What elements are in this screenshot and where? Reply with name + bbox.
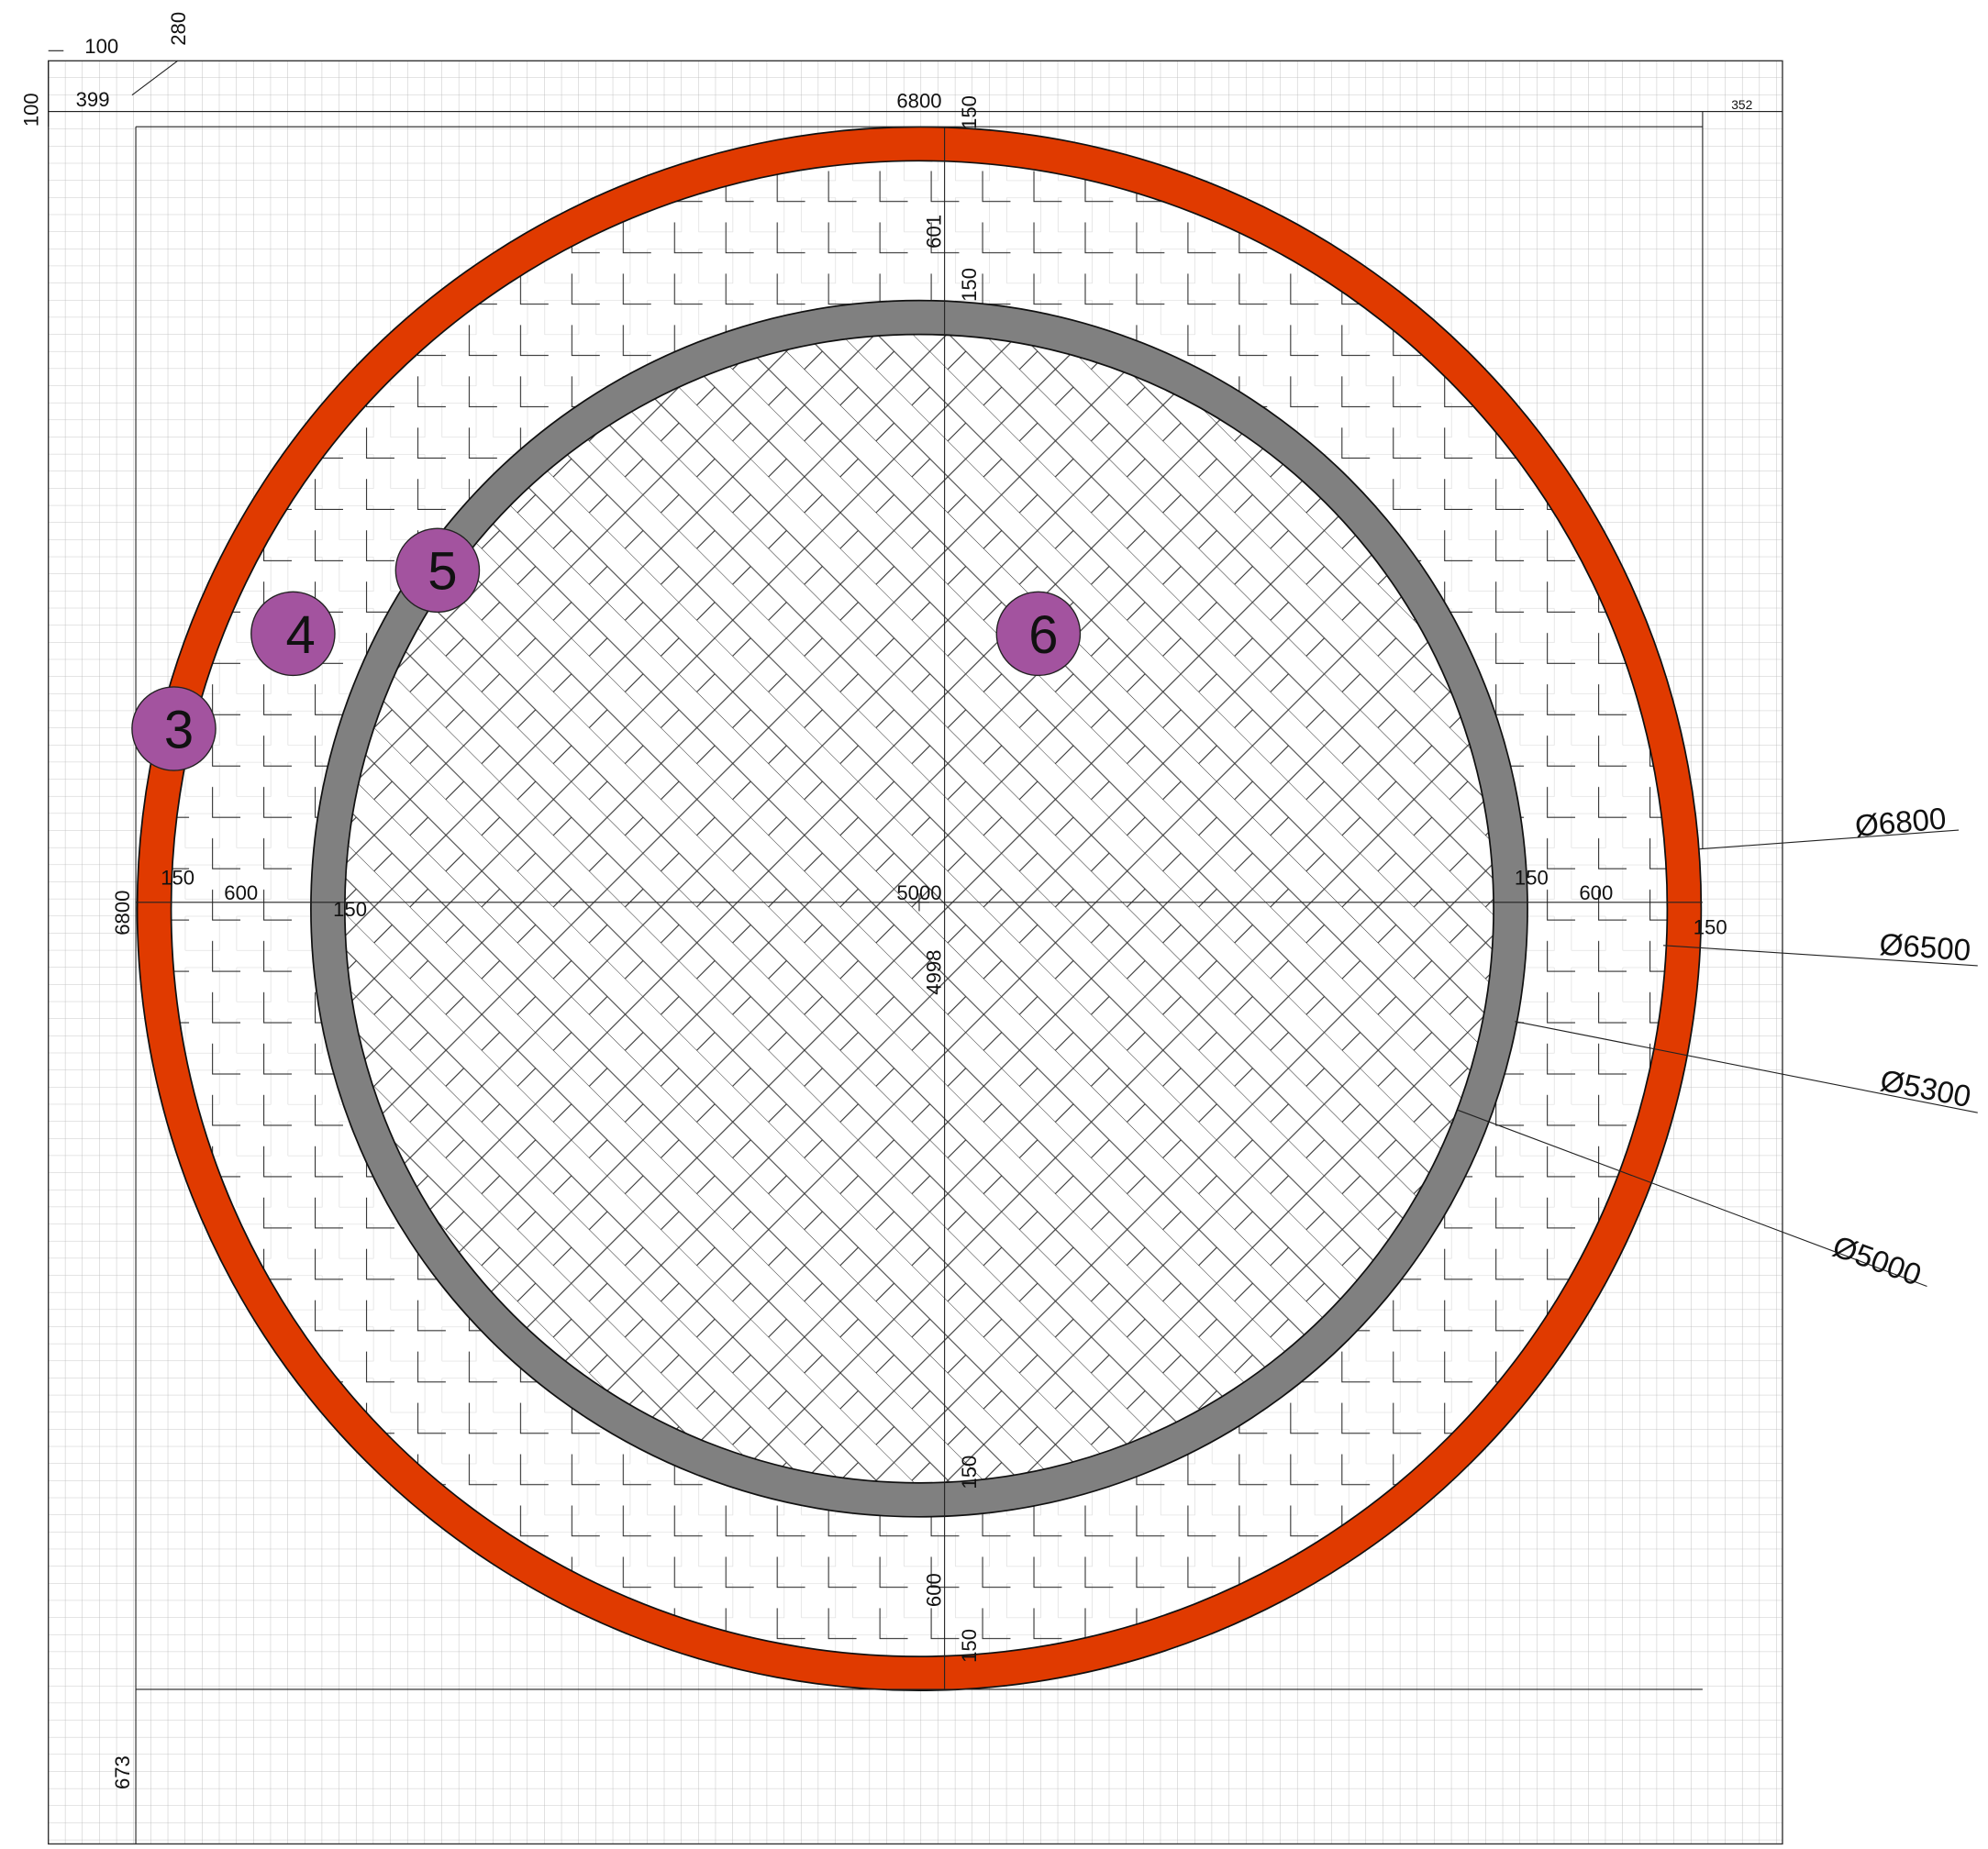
marker: 3 [131,686,217,771]
ring [311,301,1527,1516]
marker: 4 [250,591,336,677]
line-work [131,60,1978,1288]
marker-label: 4 [286,605,316,665]
diameter-label: Ø5000 [1828,1230,1926,1293]
dim-text: 6800 [111,891,134,936]
dim-text: 4998 [922,950,945,995]
dim-text: 601 [922,215,945,249]
diameter-label: Ø6800 [1854,802,1948,844]
dim-text: 150 [958,1629,981,1663]
marker-label: 6 [1028,605,1058,665]
ring [131,686,217,771]
dim-text: 100 [84,35,118,58]
marker: 6 [995,591,1082,677]
marker: 5 [394,527,481,614]
dim-text: 280 [167,12,190,46]
marker-label: 3 [164,700,194,759]
dim-text: 352 [1731,97,1752,112]
dim-text: 150 [1694,915,1727,938]
dim-text: 100 [20,93,43,127]
dim-text: 600 [922,1573,945,1607]
dim-text: 150 [958,268,981,302]
dim-text: 150 [958,95,981,129]
dim-text: 150 [333,898,367,921]
dim-text: 150 [1515,866,1549,889]
dim-text: 673 [111,1755,134,1789]
dim-text: 600 [224,881,258,904]
dim-text: 6800 [896,89,941,112]
dim-text: 150 [958,1456,981,1489]
ring [138,127,1701,1690]
ring [250,591,336,677]
ring [394,527,481,614]
dim-text: 150 [161,866,194,889]
diameter-label: Ø5300 [1877,1064,1973,1114]
dim-text: 5000 [896,881,941,904]
dim-text: 399 [76,88,110,111]
dim-text: 600 [1579,881,1613,904]
ring [995,591,1082,677]
diameter-label: Ø6500 [1878,928,1971,969]
marker-label: 5 [428,542,457,602]
